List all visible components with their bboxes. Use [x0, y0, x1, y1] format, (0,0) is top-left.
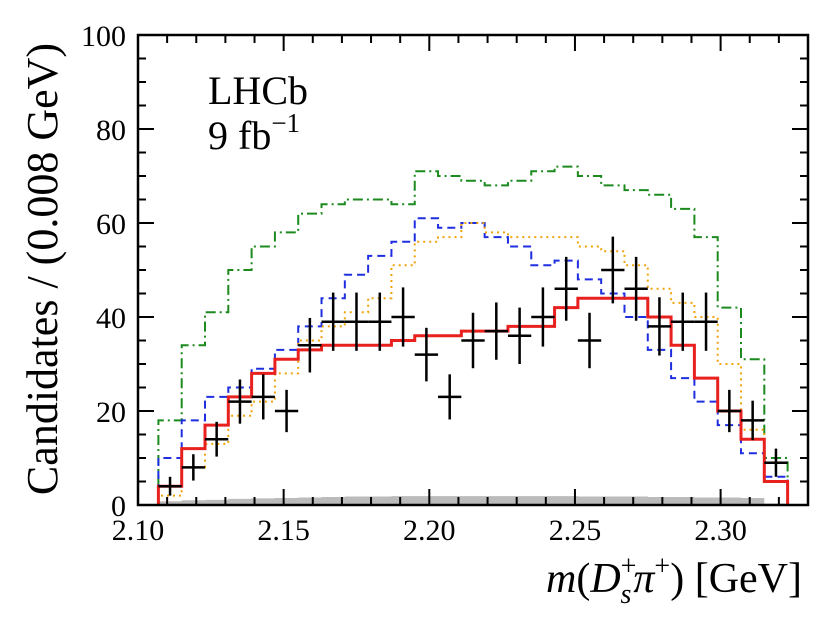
data-point	[717, 389, 741, 433]
data-point	[368, 292, 392, 351]
x-label-m: m	[546, 556, 576, 602]
x-tick-label: 2.25	[549, 514, 602, 547]
data-point	[671, 292, 695, 351]
data-point	[577, 312, 602, 369]
luminosity-label: 9 fb−1	[208, 108, 300, 158]
data-point	[228, 379, 252, 424]
x-label-open: (	[576, 556, 590, 602]
data-point	[391, 287, 415, 347]
data-point	[484, 302, 508, 360]
data-point	[507, 307, 532, 364]
experiment-label: LHCb	[208, 68, 308, 113]
x-label-d: D	[589, 556, 620, 602]
tick-labels: 2.10 2.15 2.20 2.25 2.30 0 20 40 60 80 100	[81, 20, 747, 547]
data-point	[321, 292, 345, 351]
y-tick-label: 100	[81, 20, 126, 53]
y-tick-label: 0	[111, 490, 126, 523]
y-tick-label: 60	[96, 208, 126, 241]
y-axis-label: Candidates / (0.008 GeV)	[18, 43, 67, 495]
data-points	[158, 236, 788, 496]
curve-alt-dashed	[157, 217, 789, 505]
data-point	[531, 287, 555, 347]
x-label-pi: π	[633, 556, 655, 602]
x-label-pi-sup: +	[654, 551, 670, 582]
data-point	[181, 454, 205, 481]
data-point	[624, 256, 648, 321]
data-point	[274, 389, 299, 433]
x-label-unit: [GeV]	[684, 556, 802, 602]
curve-alt-dashdot	[157, 165, 789, 505]
x-axis-label: m(D+ sπ+) [GeV]	[546, 551, 802, 610]
x-label-d-sub: s	[620, 579, 631, 610]
y-tick-label: 80	[96, 114, 126, 147]
data-point	[764, 448, 788, 477]
background-fill	[158, 496, 788, 505]
x-tick-label: 2.10	[112, 514, 165, 547]
x-tick-label: 2.15	[257, 514, 310, 547]
data-point	[647, 297, 672, 356]
lumi-exponent: −1	[271, 108, 300, 138]
data-point	[554, 256, 578, 321]
lumi-value: 9 fb	[208, 113, 271, 158]
data-point	[251, 374, 275, 420]
data-point	[601, 236, 625, 304]
y-tick-label: 20	[96, 396, 126, 429]
data-point	[741, 400, 765, 441]
y-tick-label: 40	[96, 302, 126, 335]
data-point	[298, 317, 322, 373]
curve-alt-dotted	[157, 222, 789, 505]
data-point	[158, 476, 182, 496]
data-point	[694, 292, 718, 351]
data-point	[205, 421, 229, 457]
background-area	[158, 496, 788, 505]
x-label-close: )	[670, 556, 684, 602]
data-point	[414, 327, 439, 382]
axis-ticks	[137, 34, 809, 506]
data-point	[344, 292, 369, 351]
data-point	[461, 312, 485, 369]
data-point	[438, 374, 462, 420]
x-tick-label: 2.30	[694, 514, 747, 547]
x-tick-label: 2.20	[403, 514, 456, 547]
x-label-d-sup: +	[621, 551, 637, 582]
